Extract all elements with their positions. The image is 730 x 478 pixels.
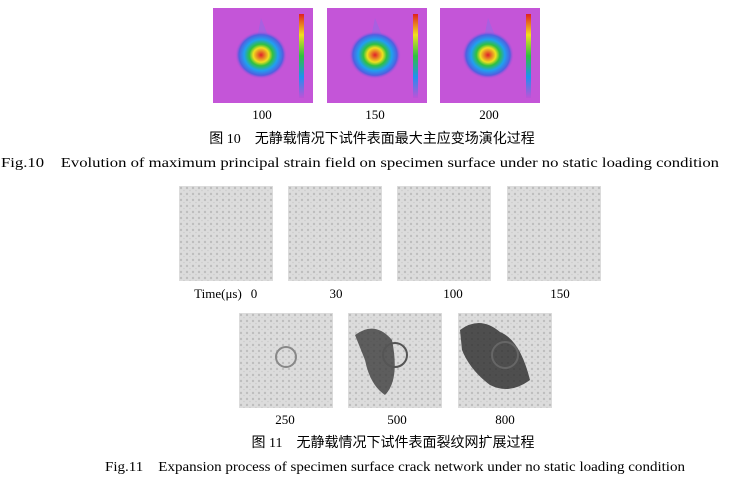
panel-label: 100	[252, 107, 272, 122]
panel-label: 200	[479, 107, 499, 122]
caption-cn: 图 10 无静载情况下试件表面最大主应变场演化过程	[209, 130, 535, 147]
photo	[507, 186, 601, 281]
panel-label: 150	[365, 107, 385, 122]
photo	[397, 186, 491, 281]
strain-map	[327, 8, 427, 103]
strain-map	[213, 8, 313, 103]
photo	[239, 313, 333, 408]
panel-label: 100	[443, 286, 463, 301]
caption-cn: 图 11 无静载情况下试件表面裂纹网扩展过程	[252, 435, 535, 451]
panel-label: 150	[550, 286, 570, 301]
panel-label: 800	[495, 412, 515, 427]
panel-label: 500	[387, 412, 407, 427]
photo	[288, 186, 382, 281]
panel-label: 0	[251, 286, 258, 301]
panel-label: 250	[275, 412, 295, 427]
caption-en: Fig.10 Evolution of maximum principal st…	[1, 156, 719, 171]
photo	[179, 186, 273, 281]
figure-11: Time(μs) 0 30 100 150 250 500 800 图 11 无…	[105, 186, 685, 475]
figure-10: 100 150 200 图 10 无静载情况下试件表面最大主应变场演化过程 Fi…	[1, 8, 719, 171]
photo	[348, 313, 442, 408]
caption-en: Fig.11 Expansion process of specimen sur…	[105, 460, 685, 475]
time-label: Time(μs)	[194, 286, 242, 301]
panel-label: 30	[330, 286, 343, 301]
strain-map	[440, 8, 540, 103]
